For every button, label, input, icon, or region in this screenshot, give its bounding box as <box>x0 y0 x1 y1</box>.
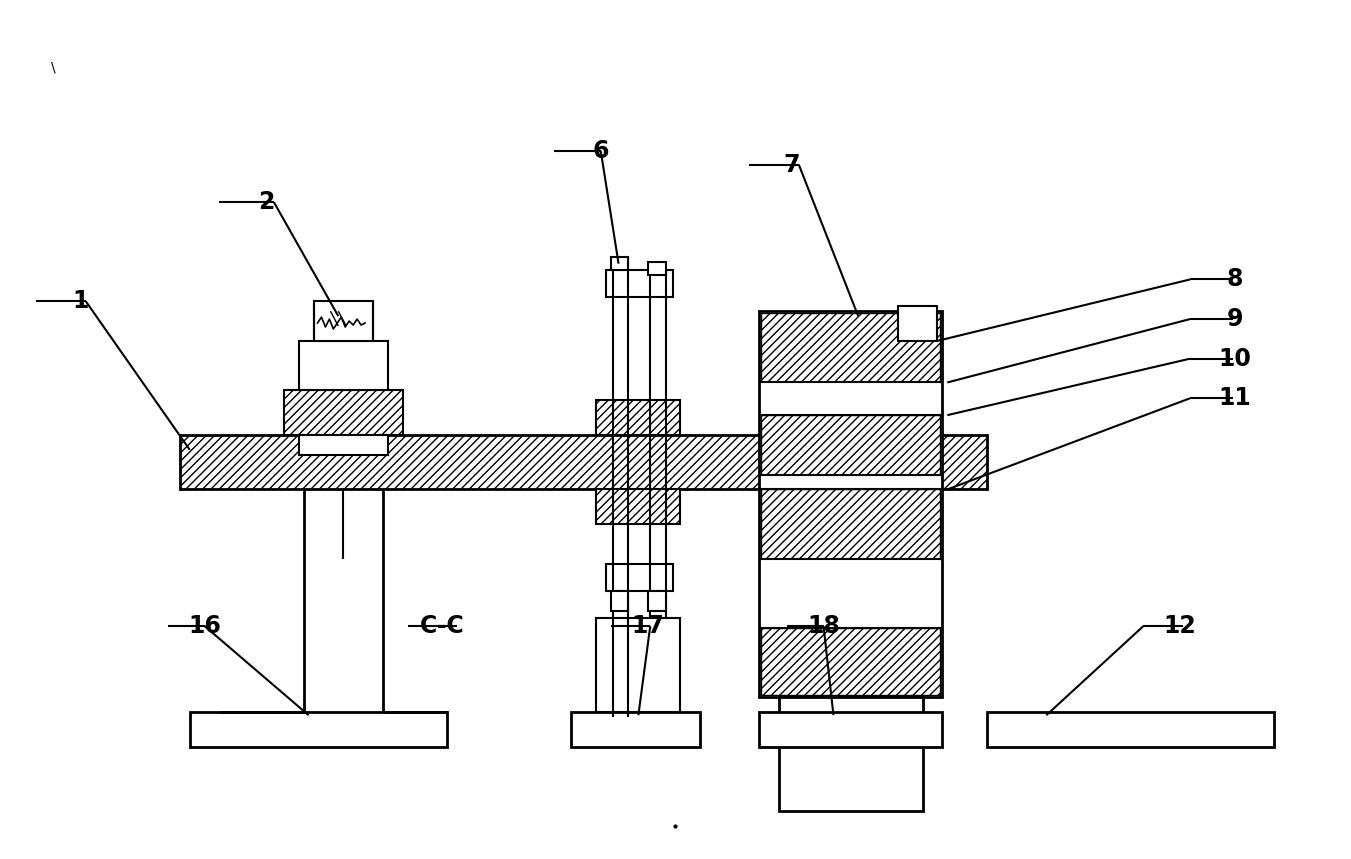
Bar <box>299 341 388 390</box>
Bar <box>180 435 988 490</box>
Text: 2: 2 <box>258 190 274 214</box>
Bar <box>988 712 1274 746</box>
Bar <box>761 490 940 558</box>
Bar <box>761 314 940 382</box>
Bar <box>761 558 940 628</box>
Bar <box>596 490 680 524</box>
Text: 17: 17 <box>632 614 665 638</box>
Bar <box>313 302 373 341</box>
Text: 7: 7 <box>784 153 800 177</box>
Bar <box>189 712 447 746</box>
Bar <box>299 435 388 454</box>
Bar <box>761 628 940 696</box>
Bar <box>648 262 666 275</box>
Bar <box>611 591 628 612</box>
Bar <box>611 257 628 270</box>
Bar <box>759 311 943 698</box>
Text: 12: 12 <box>1163 614 1197 638</box>
Bar <box>571 712 700 746</box>
Text: 6: 6 <box>593 139 609 162</box>
Text: 8: 8 <box>1227 267 1243 291</box>
Bar <box>284 390 403 435</box>
Text: 11: 11 <box>1219 387 1251 411</box>
Bar <box>761 382 940 415</box>
Bar <box>761 474 940 490</box>
Bar <box>605 564 673 591</box>
Bar <box>596 618 680 712</box>
Text: \: \ <box>51 60 55 75</box>
Text: C-C: C-C <box>420 614 465 638</box>
Bar <box>648 591 666 612</box>
Text: 9: 9 <box>1227 307 1243 331</box>
Text: 16: 16 <box>188 614 222 638</box>
Bar <box>780 698 923 811</box>
Text: 1: 1 <box>73 289 89 314</box>
Bar <box>759 712 943 746</box>
Text: 10: 10 <box>1219 347 1251 371</box>
Bar <box>761 415 940 474</box>
Bar <box>898 306 938 341</box>
Bar <box>596 400 680 435</box>
Bar <box>605 270 673 297</box>
Text: 18: 18 <box>807 614 840 638</box>
